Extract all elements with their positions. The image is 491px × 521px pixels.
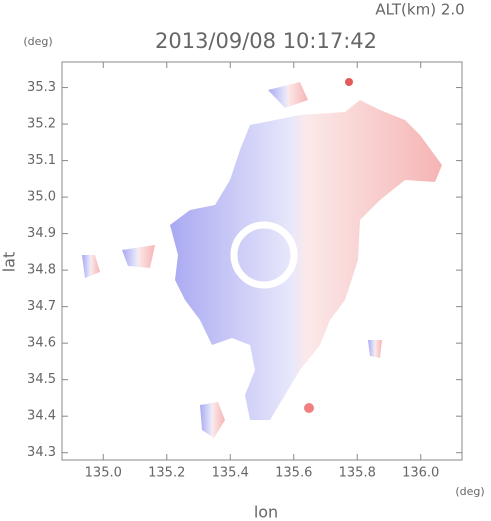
x-tick-label: 136.0 xyxy=(402,466,439,481)
altitude-label: ALT(km) 2.0 xyxy=(375,1,464,19)
y-tick-label: 34.4 xyxy=(27,409,56,424)
echo-spot xyxy=(345,78,353,86)
y-tick-label: 34.7 xyxy=(27,299,56,314)
x-axis-title: lon xyxy=(254,503,278,521)
echo-west2 xyxy=(122,245,155,268)
x-tick-label: 135.6 xyxy=(275,466,312,481)
echo-east xyxy=(368,340,382,358)
chart-title: 2013/09/08 10:17:42 xyxy=(155,29,377,53)
y-tick-label: 35.1 xyxy=(27,153,56,168)
y-tick-label: 34.9 xyxy=(27,226,56,241)
y-tick-label: 34.6 xyxy=(27,336,56,351)
y-tick-label: 35.0 xyxy=(27,190,56,205)
plot-frame xyxy=(61,61,463,461)
x-unit: (deg) xyxy=(455,485,484,498)
x-tick-label: 135.0 xyxy=(85,466,122,481)
y-tick-label: 34.3 xyxy=(27,445,56,460)
y-tick-label: 34.8 xyxy=(27,263,56,278)
echo-west xyxy=(82,255,100,278)
echo-south xyxy=(200,402,225,438)
y-tick-label: 35.3 xyxy=(27,80,56,95)
x-tick-label: 135.8 xyxy=(339,466,376,481)
y-tick-label: 35.2 xyxy=(27,117,56,132)
echo-spot xyxy=(304,403,314,413)
echo-main xyxy=(170,100,442,420)
x-tick-label: 135.2 xyxy=(148,466,185,481)
radar-echo xyxy=(82,82,442,438)
y-unit: (deg) xyxy=(23,35,52,48)
y-tick-label: 34.5 xyxy=(27,372,56,387)
y-axis-title: lat xyxy=(0,252,19,273)
echo-north xyxy=(268,82,308,108)
radar-ring xyxy=(230,221,298,289)
x-tick-label: 135.4 xyxy=(212,466,249,481)
